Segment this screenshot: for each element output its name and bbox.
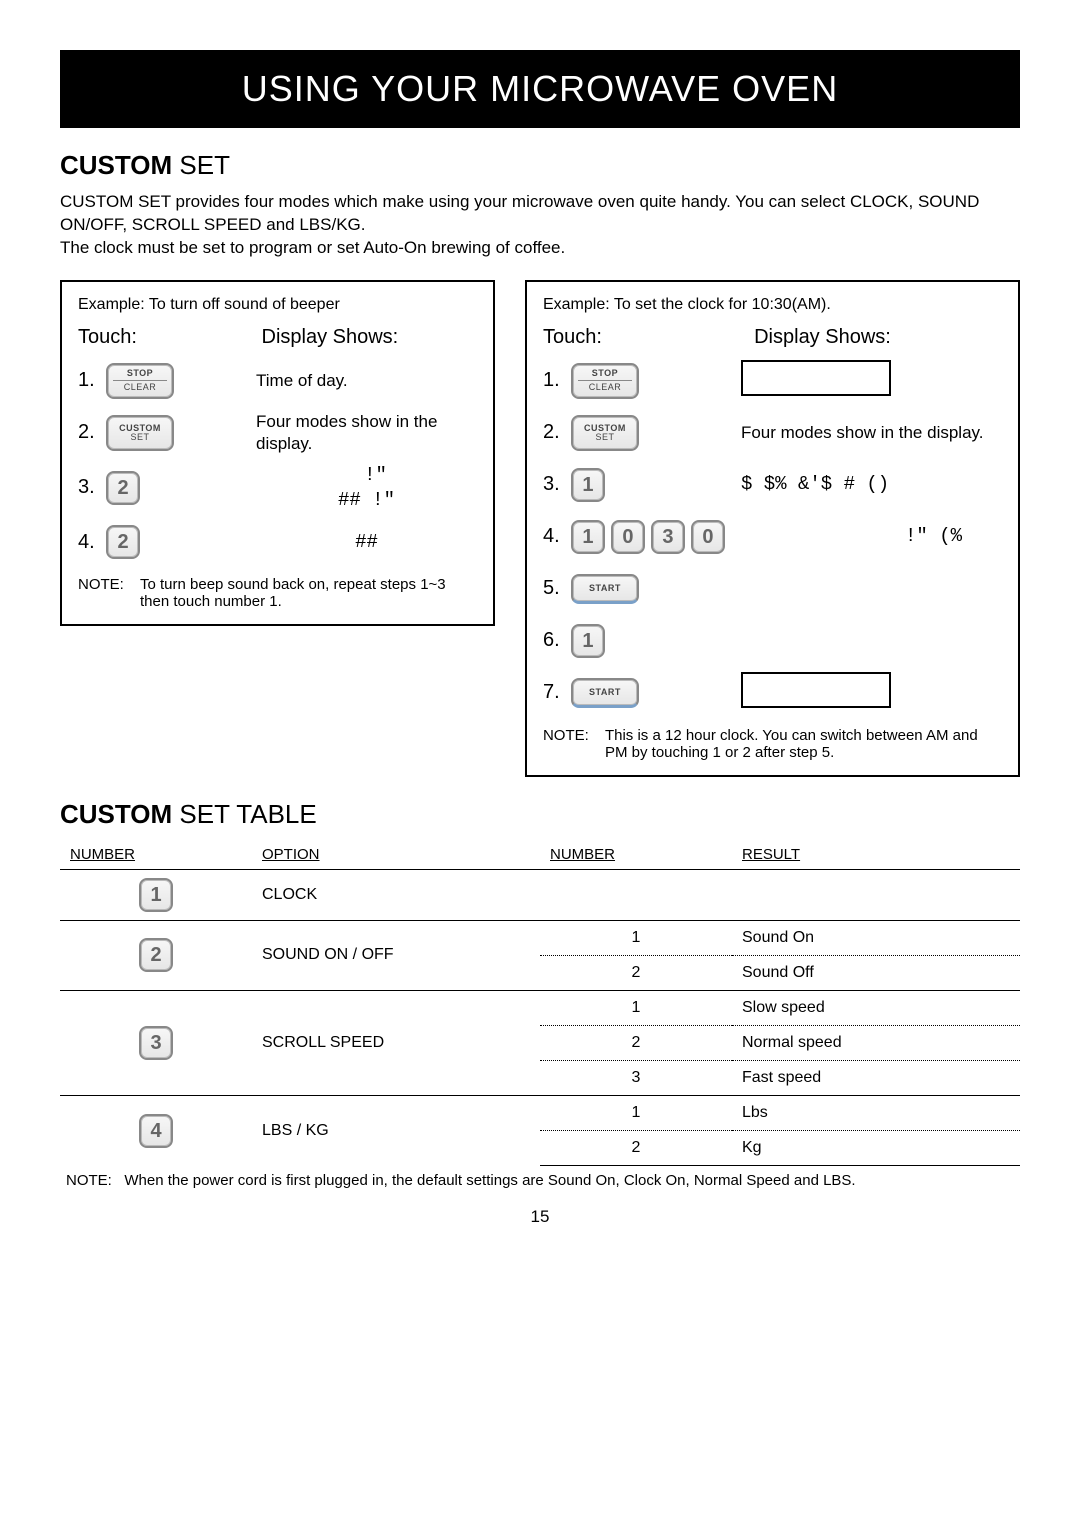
stop-clear-button: STOP CLEAR [571,363,639,399]
step-number: 3. [78,476,106,499]
page-number: 15 [60,1207,1020,1227]
step-number: 4. [78,531,106,554]
keypad-0-button: 0 [611,520,645,554]
sub-result: Slow speed [732,990,1020,1025]
step-result: $ $% &'$ # () [741,472,1002,497]
step-result: ## [256,530,477,555]
intro-line-1: CUSTOM SET provides four modes which mak… [60,191,1020,237]
custom-set-heading-bold: CUSTOM [60,150,172,180]
step-result: !" ## !" [256,463,477,512]
keypad-0-button: 0 [691,520,725,554]
step-number: 6. [543,629,571,652]
custom-set-heading: CUSTOM SET [60,150,1020,181]
step-result [741,672,1002,714]
display-box [741,672,891,708]
sub-result: Normal speed [732,1025,1020,1060]
display-shows-label: Display Shows: [754,326,1002,349]
option-clock: CLOCK [252,869,540,920]
col-result: RESULT [732,840,1020,870]
note-label: NOTE: [78,576,140,610]
keypad-1-button: 1 [571,468,605,502]
step-number: 1. [543,369,571,392]
keypad-3-icon: 3 [139,1026,173,1060]
step-number: 4. [543,525,571,548]
sub-number: 2 [540,1130,732,1165]
note-body: To turn beep sound back on, repeat steps… [140,576,477,610]
custom-set-table-heading-rest: SET TABLE [172,799,317,829]
display-box [741,360,891,396]
step-number: 5. [543,577,571,600]
sub-number: 1 [540,990,732,1025]
intro-text: CUSTOM SET provides four modes which mak… [60,191,1020,260]
col-number: NUMBER [60,840,252,870]
set-label: SET [130,433,149,442]
keypad-1-button: 1 [571,520,605,554]
custom-set-table-heading-bold: CUSTOM [60,799,172,829]
note-label: NOTE: [543,727,605,761]
note-body: This is a 12 hour clock. You can switch … [605,727,1002,761]
example-left-title: Example: To turn off sound of beeper [78,296,477,314]
intro-line-2: The clock must be set to program or set … [60,237,1020,260]
note-label: NOTE: [66,1172,112,1189]
step-result: Four modes show in the display. [741,422,1002,444]
note-body: When the power cord is first plugged in,… [124,1172,855,1189]
step-number: 3. [543,473,571,496]
start-button: START [571,678,639,708]
sub-result: Sound Off [732,955,1020,990]
custom-set-table: NUMBER OPTION NUMBER RESULT 1 CLOCK 2 SO… [60,840,1020,1166]
custom-set-heading-rest: SET [172,150,230,180]
display-shows-label: Display Shows: [262,326,477,349]
keypad-2-button: 2 [106,525,140,559]
option-sound: SOUND ON / OFF [252,920,540,990]
touch-label: Touch: [78,326,262,349]
step-number: 1. [78,369,106,392]
table-note: NOTE: When the power cord is first plugg… [60,1172,1020,1189]
stop-clear-button: STOP CLEAR [106,363,174,399]
step-number: 2. [543,421,571,444]
example-set-clock: Example: To set the clock for 10:30(AM).… [525,280,1020,777]
keypad-1-icon: 1 [139,878,173,912]
sub-number: 2 [540,955,732,990]
keypad-4-icon: 4 [139,1114,173,1148]
sub-number: 1 [540,1095,732,1130]
custom-set-button: CUSTOM SET [106,415,174,451]
option-lbskg: LBS / KG [252,1095,540,1165]
keypad-2-icon: 2 [139,938,173,972]
stop-label: STOP [592,369,618,378]
clear-label: CLEAR [589,383,622,392]
keypad-3-button: 3 [651,520,685,554]
keypad-1-button: 1 [571,624,605,658]
sub-result: Kg [732,1130,1020,1165]
option-scroll: SCROLL SPEED [252,990,540,1095]
step-result: Four modes show in the display. [256,411,477,455]
step-number: 7. [543,681,571,704]
col-number2: NUMBER [540,840,732,870]
step-result [741,360,1002,402]
sub-result: Fast speed [732,1060,1020,1095]
step-result: Time of day. [256,370,477,392]
sub-result: Lbs [732,1095,1020,1130]
page-banner: USING YOUR MICROWAVE OVEN [60,50,1020,128]
touch-label: Touch: [543,326,754,349]
clear-label: CLEAR [124,383,157,392]
sub-number: 2 [540,1025,732,1060]
keypad-2-button: 2 [106,471,140,505]
stop-label: STOP [127,369,153,378]
custom-set-table-heading: CUSTOM SET TABLE [60,799,1020,830]
step-number: 2. [78,421,106,444]
sub-result: Sound On [732,920,1020,955]
sub-number: 3 [540,1060,732,1095]
custom-set-button: CUSTOM SET [571,415,639,451]
example-right-title: Example: To set the clock for 10:30(AM). [543,296,1002,314]
sub-number: 1 [540,920,732,955]
step-result: !" (% [741,524,1002,549]
example-sound-off: Example: To turn off sound of beeper Tou… [60,280,495,627]
start-button: START [571,574,639,604]
col-option: OPTION [252,840,540,870]
set-label: SET [595,433,614,442]
